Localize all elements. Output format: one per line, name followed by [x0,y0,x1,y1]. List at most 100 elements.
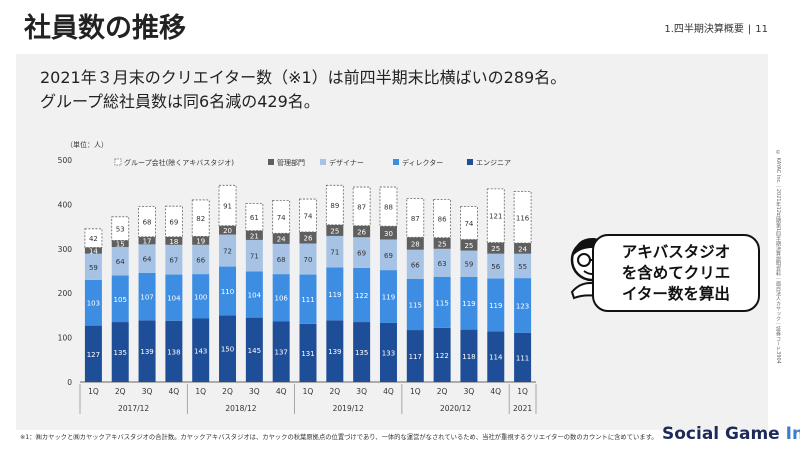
bar-segment [111,240,129,248]
x-tick-label: 1Q [195,387,206,396]
data-label: 30 [384,230,393,238]
bar-segment [138,320,156,382]
callout-line-1: アキバスタジオ [621,243,731,261]
bar-segment [379,239,397,271]
bar-segment [272,233,290,244]
bar-segment [514,332,532,382]
data-label: 26 [304,235,313,243]
year-group-label: 2017/12 [118,404,149,413]
data-label: 69 [384,252,393,260]
data-label: 15 [116,241,125,249]
data-label: 74 [464,220,473,228]
bar-segment [406,198,425,238]
data-label: 68 [143,219,152,227]
data-label: 87 [411,215,420,223]
bar-segment [326,235,344,268]
callout-box: アキバスタジオ を含めてクリエ イター数を算出 [592,234,760,312]
bar-segment [165,320,183,382]
data-label: 28 [411,240,420,248]
bar-segment [406,330,424,382]
data-label: 117 [409,353,422,361]
data-label: 66 [411,261,420,269]
bar-segment [433,199,452,239]
y-tick-label: 400 [58,200,73,209]
bar-segment [460,206,478,240]
bar-segment [84,247,102,254]
data-label: 68 [277,256,286,264]
bar-segment [353,237,371,268]
data-label: 107 [140,294,153,302]
bar-segment [111,275,129,323]
bar-segment [460,239,478,251]
bar-segment [84,279,102,326]
bar-segment [433,327,451,382]
year-group-label: 2021 [513,404,532,413]
data-label: 139 [140,348,153,356]
data-label: 18 [169,238,178,246]
data-label: 91 [223,203,232,211]
data-label: 122 [435,352,448,360]
data-label: 42 [89,235,98,243]
y-tick-label: 200 [58,289,73,298]
separator: | [747,24,752,35]
x-tick-label: 1Q [88,387,99,396]
data-label: 133 [382,349,395,357]
bar-segment [379,270,397,323]
data-label: 135 [114,349,127,357]
bar-segment [353,225,371,238]
watermark-text: Social Game [662,424,780,444]
bar-segment [379,322,397,382]
bar-segment [299,323,317,382]
bar-segment [460,250,478,277]
callout-line-3: イター数を算出 [622,285,730,303]
data-label: 89 [330,202,339,210]
data-label: 59 [464,261,473,269]
copyright-notice: © KAYAC Inc.｜2021年12月期第1四半期決算説明資料｜面白法人カヤ… [775,150,781,364]
bar-segment [487,278,505,332]
x-tick-label: 2Q [437,387,448,396]
data-label: 119 [462,300,475,308]
data-label: 59 [89,264,98,272]
bar-segment [111,216,130,241]
data-label: 111 [301,296,314,304]
data-label: 122 [355,292,368,300]
data-label: 67 [169,257,178,265]
data-label: 66 [196,256,205,264]
bar-segment [245,239,263,272]
bar-segment [219,315,237,382]
data-label: 25 [330,227,339,235]
bar-segment [379,186,398,227]
footnote: ※1：㈱カヤックと㈱カヤックアキバスタジオの合計数。カヤックアキバスタジオは、カ… [20,434,658,441]
data-label: 53 [116,226,125,234]
data-label: 69 [169,218,178,226]
bar-segment [487,331,505,382]
data-label: 56 [491,263,500,271]
data-label: 127 [87,351,100,359]
data-label: 61 [250,214,259,222]
x-tick-label: 4Q [383,387,394,396]
data-label: 135 [355,349,368,357]
data-label: 82 [196,215,205,223]
data-label: 110 [221,288,234,296]
bar-segment [460,329,478,382]
bar-segment [84,253,102,280]
bar-segment [111,322,129,382]
data-label: 25 [464,242,473,250]
data-label: 64 [116,258,125,266]
data-label: 70 [304,256,313,264]
legend-swatch [393,159,399,165]
bar-segment [84,228,103,248]
bar-segment [192,244,210,275]
x-tick-label: 2Q [222,387,233,396]
bar-segment [272,200,291,234]
bar-segment [326,224,344,236]
data-label: 63 [438,260,447,268]
y-tick-label: 500 [58,156,73,165]
bar-segment [325,184,344,226]
data-label: 118 [462,353,475,361]
x-tick-label: 4Q [490,387,501,396]
data-label: 87 [357,203,366,211]
bar-segment [164,205,183,238]
bar-segment [165,274,183,321]
data-label: 69 [357,250,366,258]
